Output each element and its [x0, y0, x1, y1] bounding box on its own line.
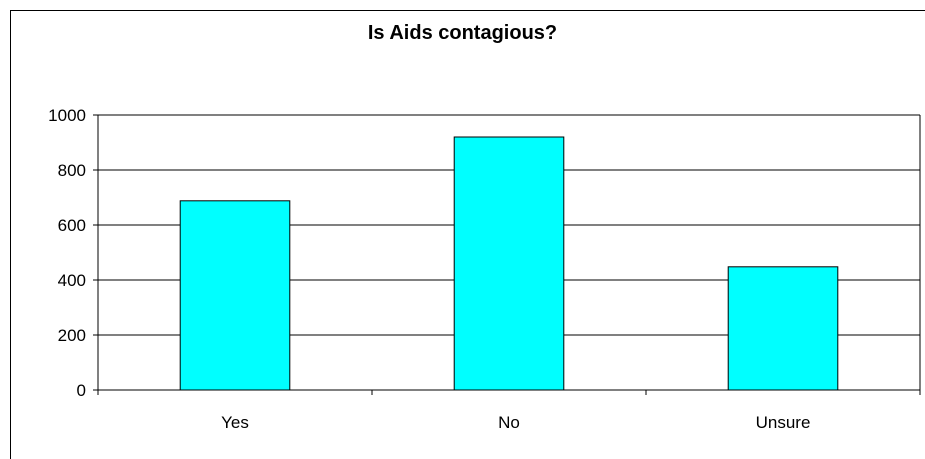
y-tick-label-400: 400: [58, 271, 86, 290]
bar-no: [453, 136, 565, 391]
bar-unsure: [727, 266, 839, 391]
bar-yes: [179, 200, 291, 391]
y-tick-label-200: 200: [58, 326, 86, 345]
y-tick-label-1000: 1000: [48, 106, 86, 125]
x-tick-label-no: No: [498, 413, 520, 432]
y-tick-label-800: 800: [58, 161, 86, 180]
chart-title: Is Aids contagious?: [367, 22, 558, 44]
y-tick-label-600: 600: [58, 216, 86, 235]
y-tick-label-0: 0: [77, 381, 86, 400]
x-tick-label-yes: Yes: [221, 413, 249, 432]
x-tick-label-unsure: Unsure: [756, 413, 811, 432]
